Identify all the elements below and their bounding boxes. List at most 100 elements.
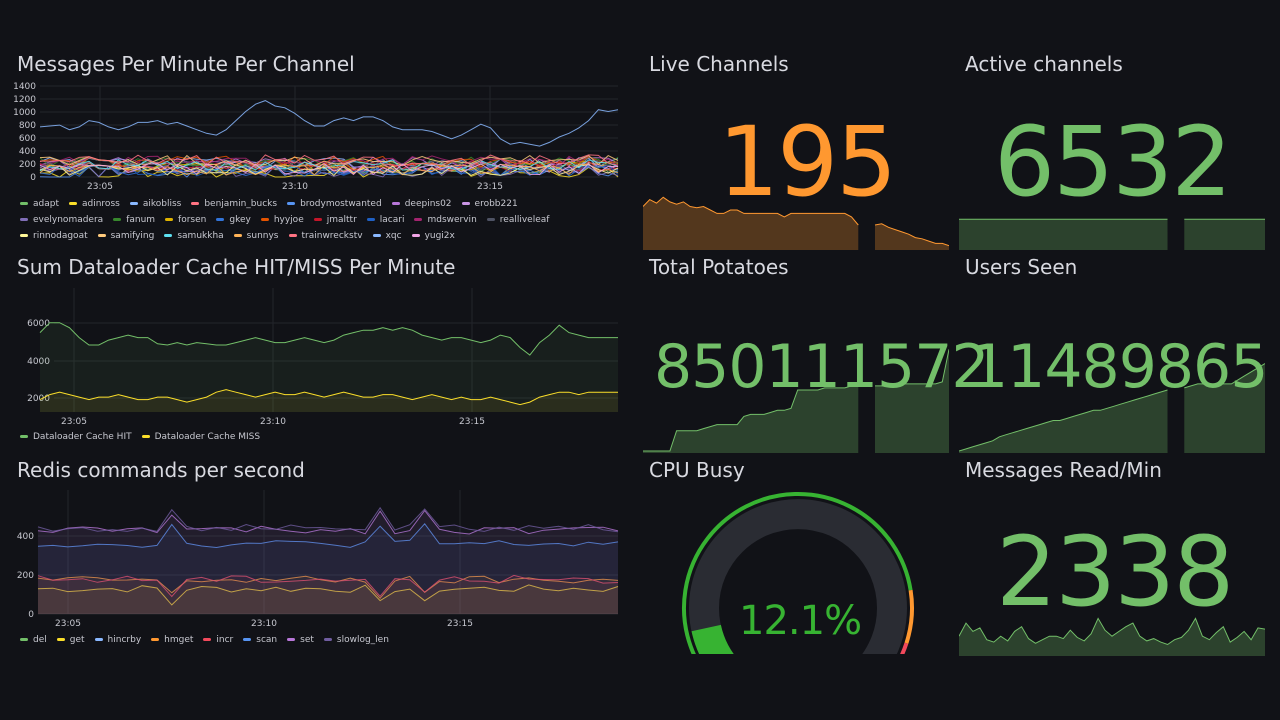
legend-item-yugi2x[interactable]: yugi2x [411,228,455,244]
legend-item-del[interactable]: del [20,632,47,648]
legend-item-gkey[interactable]: gkey [216,212,251,228]
legend-item-xqc[interactable]: xqc [372,228,402,244]
legend-swatch [372,234,381,237]
legend-item-hmget[interactable]: hmget [151,632,193,648]
legend-item-samukkha[interactable]: samukkha [164,228,224,244]
messages-read-value: 2338 [996,516,1234,628]
legend-swatch [164,234,173,237]
sparkline-area [875,349,949,453]
legend-item-aikobliss[interactable]: aikobliss [129,196,181,212]
x-tick-label: 23:05 [87,182,113,192]
series-line [37,584,619,606]
legend-item-evelynomadera[interactable]: evelynomadera [20,212,103,228]
legend-item-deepins02[interactable]: deepins02 [391,196,452,212]
legend-swatch [113,218,122,221]
y-tick-label: 200 [19,160,36,170]
legend-swatch [151,638,160,641]
total-potatoes-sparkline [643,349,949,453]
series-line [39,100,619,147]
panel-title[interactable]: Active channels [965,52,1123,76]
panel-title[interactable]: Messages Per Minute Per Channel [17,52,355,76]
legend-swatch [165,218,174,221]
panel-title[interactable]: Messages Read/Min [965,458,1162,482]
series-line [37,575,619,599]
panel-title[interactable]: Redis commands per second [17,458,305,482]
legend-item-sunnys[interactable]: sunnys [233,228,279,244]
legend-item-brodymostwanted[interactable]: brodymostwanted [287,196,382,212]
legend-swatch [20,234,28,237]
legend-item-hincrby[interactable]: hincrby [94,632,142,648]
cache-chart[interactable]: 6000 4000 2000 23:05 23:10 23:15 [14,288,624,430]
sparkline-line [643,196,859,226]
total-potatoes-value: 850111572 [654,332,990,402]
x-tick-label: 23:15 [459,417,485,427]
panel-title[interactable]: CPU Busy [649,458,745,482]
series-line [37,506,619,533]
legend-label: rinnodagoat [33,231,88,241]
legend-item-get[interactable]: get [56,632,85,648]
legend-label: scan [256,635,278,645]
messages-chart[interactable]: 1400 1200 1000 800 600 400 200 0 23:05 23:10 23:15 [14,80,624,198]
messages-read-sparkline [959,617,1265,656]
legend-label: get [69,635,85,645]
legend-label: hincrby [107,635,142,645]
legend-item-rinnodagoat[interactable]: rinnodagoat [20,228,88,244]
panel-title[interactable]: Live Channels [649,52,789,76]
y-tick-label: 0 [28,610,34,620]
legend-item-slowlog-len[interactable]: slowlog_len [323,632,389,648]
y-tick-label: 6000 [27,319,50,329]
legend-item-benjamin-bucks[interactable]: benjamin_bucks [191,196,277,212]
legend-label: jmalttr [326,215,357,225]
legend-swatch [414,218,423,221]
legend-swatch [20,218,28,221]
legend-item-samifying[interactable]: samifying [97,228,154,244]
panel-title[interactable]: Users Seen [965,255,1078,279]
legend-item-realliveleaf[interactable]: realliveleaf [486,212,549,228]
legend-swatch [260,218,269,221]
series-area [38,576,618,614]
panel-title[interactable]: Total Potatoes [649,255,789,279]
series-line [39,163,619,176]
legend-item-mdswervin[interactable]: mdswervin [414,212,477,228]
legend-item-dataloader-cache-miss[interactable]: Dataloader Cache MISS [141,429,260,445]
legend-label: benjamin_bucks [204,199,278,209]
redis-chart[interactable]: 400 200 0 23:05 23:10 23:15 [14,490,624,632]
gauge-value-arc [691,624,734,654]
gauge-threshold-green [682,492,913,654]
sparkline-line [959,617,1265,646]
legend-item-dataloader-cache-hit[interactable]: Dataloader Cache HIT [20,429,132,445]
legend-item-incr[interactable]: incr [203,632,233,648]
legend-item-fanum[interactable]: fanum [113,212,155,228]
legend-swatch [129,202,138,205]
legend-item-scan[interactable]: scan [243,632,277,648]
legend-item-lacari[interactable]: lacari [366,212,404,228]
legend-label: mdswervin [427,215,477,225]
series-area [40,322,618,412]
legend-label: adapt [33,199,59,209]
active-channels-sparkline [959,218,1265,250]
x-tick-label: 23:15 [477,182,503,192]
legend-label: brodymostwanted [300,199,382,209]
legend-item-hyyjoe[interactable]: hyyjoe [260,212,304,228]
users-seen-value: 11489865 [970,332,1268,402]
legend-item-set[interactable]: set [287,632,314,648]
legend-item-forsen[interactable]: forsen [165,212,206,228]
series-area [38,575,618,614]
y-tick-label: 1200 [14,95,36,105]
series-line [39,322,618,356]
series-line [39,389,618,406]
y-tick-label: 1000 [14,108,36,118]
legend-label: trainwreckstv [301,231,363,241]
legend-item-adapt[interactable]: adapt [20,196,59,212]
legend-item-jmalttr[interactable]: jmalttr [313,212,357,228]
series-area [38,523,618,614]
legend-swatch [20,202,28,205]
sparkline-line [874,223,949,247]
sparkline-area [1184,363,1265,453]
sparkline-line [1184,363,1265,389]
panel-title[interactable]: Sum Dataloader Cache HIT/MISS Per Minute [17,255,456,279]
legend-label: gkey [229,215,251,225]
legend-item-adinross[interactable]: adinross [69,196,120,212]
legend-item-erobb221[interactable]: erobb221 [461,196,518,212]
legend-item-trainwreckstv[interactable]: trainwreckstv [288,228,363,244]
